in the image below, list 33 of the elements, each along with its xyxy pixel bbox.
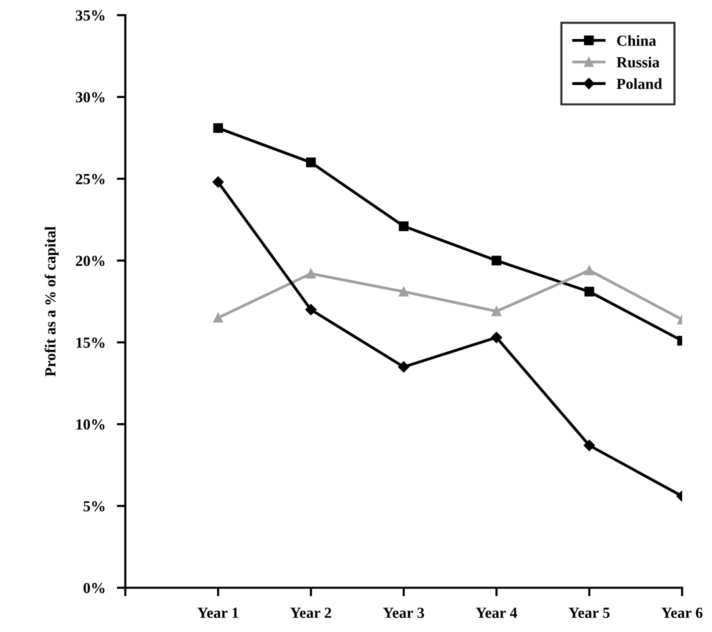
point (213, 123, 223, 133)
y-tick-label: 25% (76, 174, 104, 184)
legend-label: China (617, 35, 656, 46)
point (492, 256, 502, 266)
x-tick-label: Year 2 (290, 608, 332, 618)
y-tick-label: 0% (84, 582, 104, 594)
point (584, 266, 594, 276)
legend-label: Russia (616, 56, 660, 68)
point (584, 286, 594, 297)
y-tick-label: 10% (76, 419, 104, 430)
point (212, 176, 224, 188)
point (490, 332, 502, 344)
y-tick-label: 35% (76, 10, 104, 21)
point (213, 312, 223, 323)
x-tick-label: Year 1 (198, 608, 238, 618)
y-tick-label: 30% (76, 92, 104, 102)
point (306, 158, 316, 168)
point (584, 440, 595, 452)
y-axis-title: Profit as a % of capital (44, 226, 59, 376)
y-tick-label: 15% (76, 338, 104, 348)
x-tick-label: Year 3 (383, 608, 424, 618)
y-tick-label: 5% (84, 501, 104, 512)
point (398, 221, 409, 232)
point (306, 268, 316, 279)
point (398, 286, 409, 297)
point (305, 304, 317, 316)
x-tick-label: Year 5 (568, 608, 610, 618)
point (492, 306, 502, 316)
y-tick-label: 20% (76, 256, 104, 266)
x-tick-label: Year 6 (662, 608, 703, 618)
x-tick-label: Year 4 (476, 608, 518, 618)
point (398, 361, 410, 373)
legend-label: Poland (616, 78, 662, 90)
